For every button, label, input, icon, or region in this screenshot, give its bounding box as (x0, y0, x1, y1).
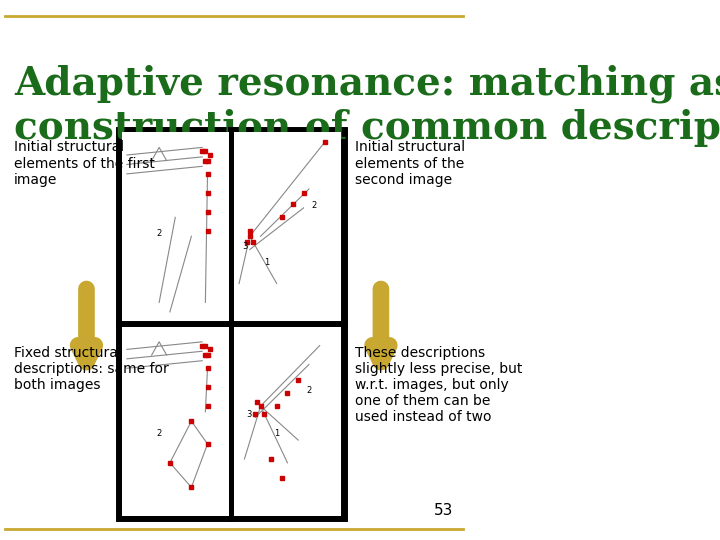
Text: Fixed structural
descriptions: same for
both images: Fixed structural descriptions: same for … (14, 346, 168, 392)
Bar (122, 327, 229, 516)
Bar (234, 132, 341, 321)
Text: 1: 1 (264, 258, 269, 267)
Bar (122, 132, 229, 321)
Text: 2: 2 (156, 230, 161, 238)
Text: 2: 2 (156, 429, 161, 438)
Text: 2: 2 (307, 386, 312, 395)
Bar (120, 130, 343, 518)
Text: 3: 3 (246, 410, 252, 420)
Text: Initial structural
elements of the
second image: Initial structural elements of the secon… (355, 140, 465, 187)
Text: Adaptive resonance: matching as
construction of common description: Adaptive resonance: matching as construc… (14, 65, 720, 147)
Text: Initial structural
elements of the first
image: Initial structural elements of the first… (14, 140, 155, 187)
Text: 53: 53 (434, 503, 454, 518)
Text: 2: 2 (311, 201, 316, 210)
Text: 3: 3 (243, 242, 248, 252)
Bar (234, 327, 341, 516)
Text: 1: 1 (274, 429, 280, 438)
Text: These descriptions
slightly less precise, but
w.r.t. images, but only
one of the: These descriptions slightly less precise… (355, 346, 523, 424)
